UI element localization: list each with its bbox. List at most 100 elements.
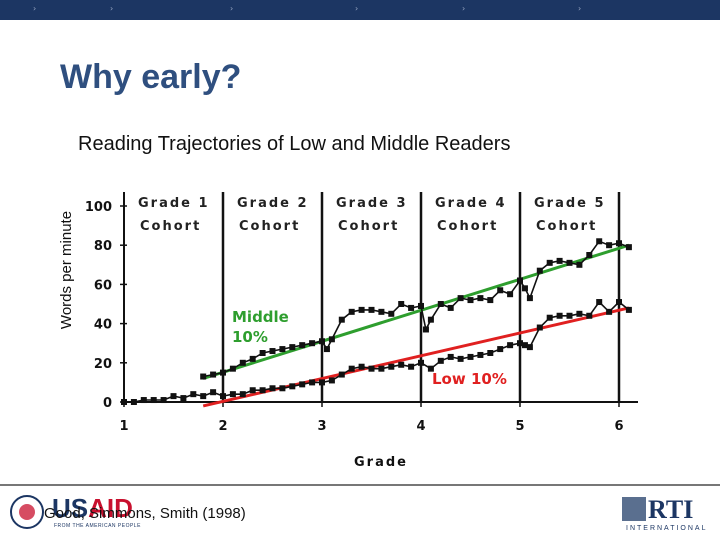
- data-point-low: [229, 391, 236, 398]
- y-tick-label: 80: [94, 239, 112, 254]
- banner-divider-mark: ›: [578, 4, 582, 13]
- data-point-middle: [576, 261, 583, 268]
- data-point-low: [576, 310, 583, 317]
- data-point-low: [507, 342, 514, 349]
- y-tick-label: 0: [103, 396, 112, 411]
- data-point-low: [180, 395, 187, 402]
- data-point-low: [309, 379, 316, 386]
- cohort-label-grade: Grade 3: [336, 196, 408, 211]
- data-point-middle: [517, 277, 523, 284]
- data-point-middle: [521, 285, 528, 292]
- data-point-low: [170, 393, 177, 400]
- data-point-middle: [319, 338, 325, 345]
- usaid-logo: USAID FROM THE AMERICAN PEOPLE: [10, 493, 170, 533]
- data-point-middle: [526, 295, 533, 302]
- data-point-middle: [546, 259, 553, 266]
- data-point-middle: [418, 302, 424, 309]
- data-point-middle: [437, 301, 444, 307]
- data-point-low: [517, 340, 523, 347]
- data-point-low: [536, 324, 543, 331]
- data-point-middle: [408, 304, 415, 311]
- series-line-low: [124, 300, 630, 403]
- data-point-low: [200, 393, 207, 400]
- x-tick-label: 5: [515, 419, 524, 434]
- data-point-middle: [279, 346, 286, 353]
- rti-mark-icon: [622, 497, 646, 521]
- data-point-low: [220, 393, 226, 400]
- x-tick-label: 6: [614, 419, 623, 434]
- citation: Good, Simmons, Smith (1998): [44, 505, 246, 522]
- data-point-middle: [398, 301, 405, 307]
- middle-annotation-line1: Middle: [232, 308, 289, 326]
- data-point-middle: [487, 297, 494, 304]
- data-point-low: [467, 353, 474, 360]
- data-point-low: [418, 359, 424, 366]
- cohort-label-cohort: Cohort: [140, 219, 201, 234]
- data-point-low: [279, 385, 286, 392]
- banner-divider-mark: ›: [230, 4, 234, 13]
- data-point-low: [299, 381, 306, 388]
- cohort-label-cohort: Cohort: [338, 219, 399, 234]
- data-point-low: [378, 365, 385, 372]
- data-point-middle: [200, 373, 207, 380]
- banner-divider-mark: ›: [355, 4, 359, 13]
- data-point-middle: [338, 316, 345, 323]
- data-point-middle: [328, 336, 335, 343]
- data-point-middle: [447, 304, 454, 311]
- data-point-middle: [606, 242, 613, 249]
- banner-divider-mark: ›: [33, 4, 37, 13]
- cohort-label-grade: Grade 1: [138, 196, 210, 211]
- data-point-middle: [378, 308, 385, 315]
- data-point-low: [190, 391, 197, 398]
- data-point-low: [259, 387, 266, 394]
- cohort-label-grade: Grade 5: [534, 196, 606, 211]
- data-point-low: [289, 383, 296, 390]
- data-point-middle: [309, 340, 316, 347]
- data-point-low: [348, 365, 355, 372]
- chart-title: Reading Trajectories of Low and Middle R…: [78, 133, 511, 155]
- usaid-tagline: FROM THE AMERICAN PEOPLE: [54, 523, 141, 529]
- data-point-low: [210, 389, 217, 396]
- usaid-seal-icon: [10, 495, 44, 529]
- data-point-middle: [507, 291, 514, 298]
- data-point-middle: [229, 365, 236, 372]
- data-point-low: [239, 391, 246, 398]
- data-point-low: [586, 312, 593, 319]
- trend-line-middle: [202, 243, 630, 380]
- banner-divider-mark: ›: [462, 4, 466, 13]
- data-point-middle: [220, 369, 226, 376]
- data-point-low: [497, 346, 504, 353]
- cohort-label-cohort: Cohort: [437, 219, 498, 234]
- data-point-middle: [269, 348, 276, 355]
- data-point-middle: [259, 350, 266, 356]
- x-axis-label: Grade: [354, 455, 408, 470]
- data-point-low: [398, 361, 405, 368]
- x-tick-label: 3: [317, 419, 326, 434]
- data-point-middle: [249, 355, 256, 362]
- x-tick-label: 1: [119, 419, 128, 434]
- middle-annotation-line2: 10%: [232, 328, 268, 346]
- data-point-low: [319, 379, 325, 386]
- y-tick-label: 100: [85, 200, 112, 215]
- data-point-middle: [422, 326, 429, 333]
- data-point-middle: [477, 295, 484, 302]
- data-point-low: [269, 385, 276, 392]
- data-point-low: [328, 377, 335, 384]
- data-point-middle: [536, 267, 543, 274]
- data-point-low: [368, 365, 375, 372]
- data-point-low: [130, 399, 137, 405]
- y-tick-label: 40: [94, 318, 112, 333]
- data-point-low: [596, 299, 603, 306]
- data-point-low: [556, 312, 563, 319]
- data-point-middle: [239, 359, 246, 366]
- data-point-low: [408, 363, 415, 370]
- y-tick-label: 20: [94, 357, 112, 372]
- data-point-low: [457, 355, 464, 362]
- data-point-middle: [427, 316, 434, 323]
- data-point-low: [526, 344, 533, 351]
- data-point-middle: [368, 306, 375, 313]
- data-point-low: [338, 371, 345, 378]
- data-point-middle: [457, 295, 464, 302]
- slide-title: Why early?: [60, 58, 242, 96]
- data-point-middle: [358, 306, 365, 313]
